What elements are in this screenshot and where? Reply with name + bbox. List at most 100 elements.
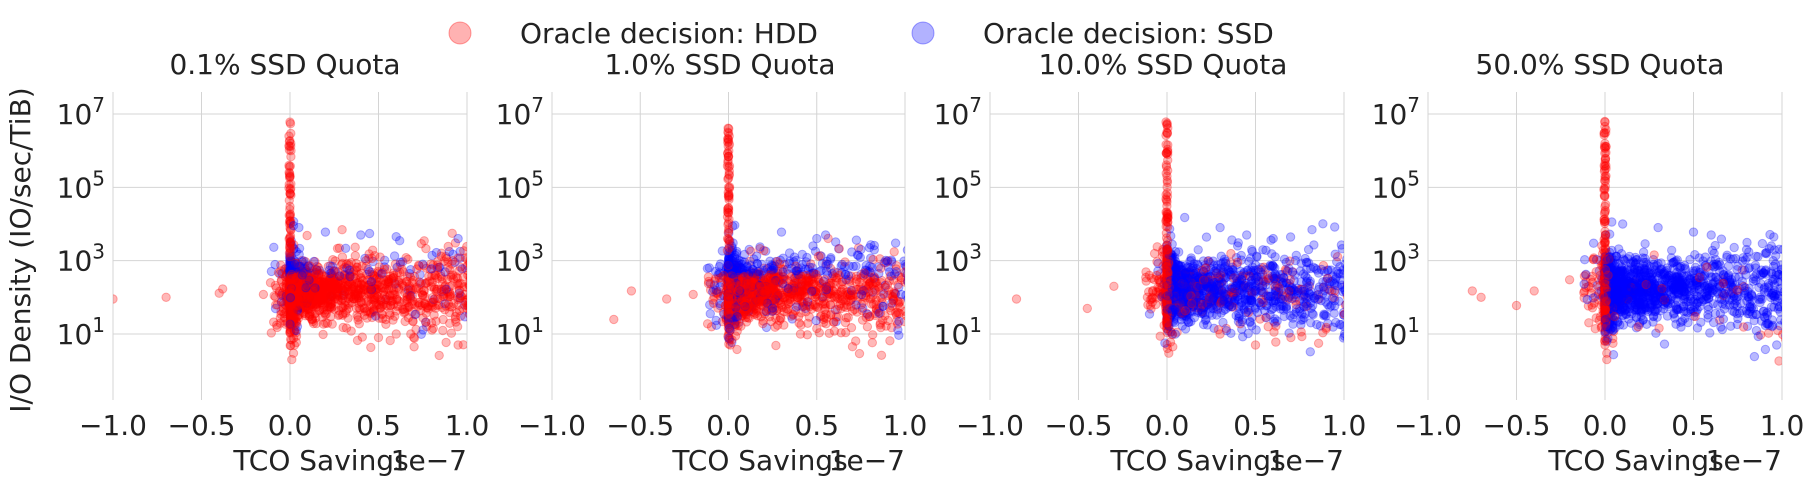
data-point-ssd <box>1285 232 1296 242</box>
data-point-hdd <box>435 294 445 304</box>
data-point-ssd <box>735 286 745 297</box>
data-point-hdd <box>760 289 770 300</box>
data-point-hdd <box>310 293 320 303</box>
data-point-hdd <box>284 179 294 190</box>
data-point-hdd <box>745 298 755 308</box>
data-point-hdd <box>814 328 824 338</box>
data-point-hdd <box>284 300 294 310</box>
data-point-hdd <box>299 280 309 290</box>
data-point-hdd <box>466 288 467 293</box>
data-point-hdd <box>325 277 336 287</box>
data-point-hdd <box>428 260 438 270</box>
data-point-hdd <box>287 306 298 316</box>
data-point-hdd <box>286 295 297 305</box>
data-point-hdd <box>270 280 280 291</box>
data-point-hdd <box>285 216 295 227</box>
data-point-hdd <box>419 299 430 309</box>
data-point-hdd <box>460 253 467 263</box>
data-point-hdd <box>286 128 296 139</box>
data-point-hdd <box>305 282 316 292</box>
data-point-hdd <box>286 290 297 300</box>
data-point-ssd <box>429 294 439 305</box>
data-point-hdd <box>294 274 304 284</box>
data-point-hdd <box>724 283 734 293</box>
data-point-hdd <box>306 274 316 284</box>
data-point-hdd <box>288 277 298 287</box>
data-point-hdd <box>366 283 376 293</box>
x-tick-label: 0.0 <box>268 409 313 442</box>
data-point-hdd <box>285 307 295 317</box>
data-point-hdd <box>297 277 308 287</box>
data-point-hdd <box>900 316 905 327</box>
x-tick-label: −0.5 <box>168 409 236 442</box>
data-point-hdd <box>436 271 446 282</box>
data-point-hdd <box>438 292 448 302</box>
data-point-ssd <box>826 253 836 263</box>
data-point-hdd <box>854 277 865 287</box>
data-point-hdd <box>377 309 387 320</box>
data-point-hdd <box>286 303 296 314</box>
data-point-hdd <box>448 270 458 280</box>
data-point-hdd <box>428 297 438 307</box>
data-point-hdd <box>313 286 323 296</box>
data-point-hdd <box>288 298 298 309</box>
data-point-hdd <box>459 246 467 256</box>
data-point-hdd <box>289 292 299 303</box>
data-point-hdd <box>452 278 463 289</box>
data-point-hdd <box>285 291 295 301</box>
data-point-hdd <box>405 287 415 297</box>
data-point-hdd <box>336 296 346 306</box>
data-point-hdd <box>462 303 467 314</box>
data-point-hdd <box>285 300 295 310</box>
x-tick-label: 1.0 <box>1322 409 1367 442</box>
data-point-hdd <box>770 322 780 332</box>
data-point-hdd <box>410 299 420 309</box>
data-point-hdd <box>285 287 295 297</box>
data-point-hdd <box>352 262 362 272</box>
data-point-hdd <box>397 264 407 274</box>
x-tick-label: −0.5 <box>606 409 674 442</box>
data-point-hdd <box>332 281 342 291</box>
data-point-hdd <box>742 280 752 290</box>
data-point-hdd <box>311 291 321 301</box>
data-point-ssd <box>366 284 377 295</box>
data-point-hdd <box>311 277 322 287</box>
data-point-hdd <box>787 279 797 289</box>
data-point-hdd <box>371 280 381 290</box>
data-point-hdd <box>286 291 296 301</box>
data-point-ssd <box>418 325 428 335</box>
data-point-hdd <box>287 308 297 318</box>
data-point-ssd <box>1347 295 1355 303</box>
data-point-hdd <box>315 295 326 305</box>
data-point-ssd <box>294 294 305 304</box>
data-point-hdd <box>740 307 751 317</box>
x-tick-label: 1.0 <box>883 409 928 442</box>
data-point-hdd <box>300 311 311 321</box>
data-point-hdd <box>281 289 292 299</box>
data-point-ssd <box>377 269 387 279</box>
data-point-ssd <box>286 259 296 269</box>
data-point-hdd <box>332 287 342 297</box>
data-point-ssd <box>431 247 442 258</box>
data-point-hdd <box>385 310 395 320</box>
data-point-hdd <box>282 268 292 279</box>
data-point-hdd <box>315 282 325 292</box>
data-point-hdd <box>893 280 903 290</box>
data-point-hdd <box>743 272 754 282</box>
data-point-hdd <box>295 302 306 313</box>
data-point-hdd <box>458 272 467 282</box>
y-tick-label: 105 <box>57 166 105 204</box>
data-point-hdd <box>350 291 360 301</box>
data-point-hdd <box>294 267 305 277</box>
data-point-hdd <box>286 293 296 303</box>
data-point-hdd <box>286 284 296 295</box>
data-point-hdd <box>315 305 325 315</box>
data-point-hdd <box>348 281 359 292</box>
data-point-hdd <box>316 269 327 280</box>
data-point-hdd <box>440 305 450 315</box>
data-point-hdd <box>285 295 296 306</box>
data-point-hdd <box>285 281 295 291</box>
data-point-hdd <box>284 195 294 206</box>
data-point-hdd <box>733 283 743 294</box>
